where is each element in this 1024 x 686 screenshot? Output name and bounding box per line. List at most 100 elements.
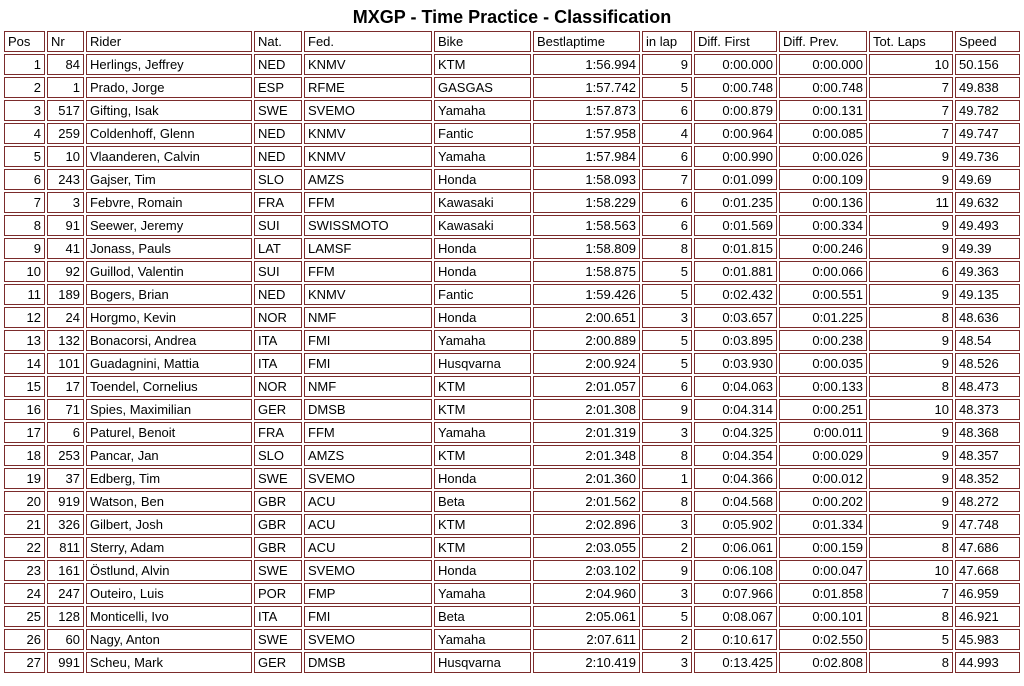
cell-pos: 3 xyxy=(4,100,45,121)
cell-nat: NED xyxy=(254,123,302,144)
cell-rider: Febvre, Romain xyxy=(86,192,252,213)
cell-bestlaptime: 2:10.419 xyxy=(533,652,640,673)
cell-fed: ACU xyxy=(304,491,432,512)
cell-tot-laps: 6 xyxy=(869,261,953,282)
cell-tot-laps: 10 xyxy=(869,560,953,581)
cell-bike: GASGAS xyxy=(434,77,531,98)
cell-pos: 9 xyxy=(4,238,45,259)
cell-bike: KTM xyxy=(434,514,531,535)
column-header-diff-first: Diff. First xyxy=(694,31,777,52)
cell-rider: Gifting, Isak xyxy=(86,100,252,121)
cell-nat: LAT xyxy=(254,238,302,259)
column-header-bike: Bike xyxy=(434,31,531,52)
table-row: 23 161 Östlund, Alvin SWE SVEMO Honda 2:03.102… xyxy=(4,560,1020,581)
cell-diff-first: 0:04.568 xyxy=(694,491,777,512)
table-row: 24 247 Outeiro, Luis POR FMP Yamaha 2:04.960 3 0… xyxy=(4,583,1020,604)
cell-rider: Coldenhoff, Glenn xyxy=(86,123,252,144)
cell-bestlaptime: 2:01.308 xyxy=(533,399,640,420)
cell-speed: 47.668 xyxy=(955,560,1020,581)
cell-fed: SVEMO xyxy=(304,468,432,489)
cell-speed: 48.636 xyxy=(955,307,1020,328)
cell-bike: Fantic xyxy=(434,284,531,305)
cell-bike: Honda xyxy=(434,238,531,259)
cell-diff-prev: 0:01.225 xyxy=(779,307,867,328)
cell-bike: Honda xyxy=(434,261,531,282)
cell-pos: 6 xyxy=(4,169,45,190)
cell-bestlaptime: 1:58.875 xyxy=(533,261,640,282)
table-row: 4 259 Coldenhoff, Glenn NED KNMV Fantic 1:57.9… xyxy=(4,123,1020,144)
cell-pos: 19 xyxy=(4,468,45,489)
cell-speed: 48.373 xyxy=(955,399,1020,420)
cell-nr: 247 xyxy=(47,583,84,604)
cell-nat: ESP xyxy=(254,77,302,98)
cell-bestlaptime: 2:01.319 xyxy=(533,422,640,443)
cell-nat: GBR xyxy=(254,514,302,535)
cell-tot-laps: 9 xyxy=(869,468,953,489)
cell-bike: Yamaha xyxy=(434,100,531,121)
cell-in-lap: 3 xyxy=(642,583,692,604)
cell-bestlaptime: 2:03.055 xyxy=(533,537,640,558)
cell-speed: 46.921 xyxy=(955,606,1020,627)
cell-bestlaptime: 2:01.057 xyxy=(533,376,640,397)
cell-diff-prev: 0:00.109 xyxy=(779,169,867,190)
cell-tot-laps: 9 xyxy=(869,330,953,351)
cell-bestlaptime: 2:04.960 xyxy=(533,583,640,604)
cell-rider: Sterry, Adam xyxy=(86,537,252,558)
table-row: 21 326 Gilbert, Josh GBR ACU KTM 2:02.896 3 0:05… xyxy=(4,514,1020,535)
cell-nat: FRA xyxy=(254,422,302,443)
cell-diff-first: 0:03.895 xyxy=(694,330,777,351)
cell-speed: 50.156 xyxy=(955,54,1020,75)
cell-bestlaptime: 1:56.994 xyxy=(533,54,640,75)
cell-bestlaptime: 2:00.889 xyxy=(533,330,640,351)
cell-diff-prev: 0:00.000 xyxy=(779,54,867,75)
cell-fed: SWISSMOTO xyxy=(304,215,432,236)
cell-pos: 26 xyxy=(4,629,45,650)
cell-pos: 7 xyxy=(4,192,45,213)
cell-diff-first: 0:13.425 xyxy=(694,652,777,673)
cell-in-lap: 5 xyxy=(642,330,692,351)
cell-nat: NED xyxy=(254,146,302,167)
cell-diff-first: 0:03.657 xyxy=(694,307,777,328)
cell-pos: 27 xyxy=(4,652,45,673)
cell-rider: Seewer, Jeremy xyxy=(86,215,252,236)
table-row: 20 919 Watson, Ben GBR ACU Beta 2:01.562 8 0:04.… xyxy=(4,491,1020,512)
cell-diff-first: 0:10.617 xyxy=(694,629,777,650)
table-row: 19 37 Edberg, Tim SWE SVEMO Honda 2:01.360 1 0:0… xyxy=(4,468,1020,489)
cell-diff-first: 0:00.964 xyxy=(694,123,777,144)
cell-nr: 128 xyxy=(47,606,84,627)
cell-nr: 811 xyxy=(47,537,84,558)
cell-nat: SUI xyxy=(254,215,302,236)
cell-nr: 6 xyxy=(47,422,84,443)
cell-rider: Pancar, Jan xyxy=(86,445,252,466)
cell-fed: AMZS xyxy=(304,169,432,190)
cell-tot-laps: 9 xyxy=(869,238,953,259)
column-header-pos: Pos xyxy=(4,31,45,52)
cell-in-lap: 6 xyxy=(642,376,692,397)
cell-pos: 8 xyxy=(4,215,45,236)
cell-in-lap: 5 xyxy=(642,77,692,98)
cell-bestlaptime: 2:01.348 xyxy=(533,445,640,466)
cell-in-lap: 6 xyxy=(642,215,692,236)
cell-fed: KNMV xyxy=(304,54,432,75)
cell-in-lap: 8 xyxy=(642,445,692,466)
cell-nr: 517 xyxy=(47,100,84,121)
cell-rider: Monticelli, Ivo xyxy=(86,606,252,627)
cell-in-lap: 6 xyxy=(642,100,692,121)
cell-bike: Yamaha xyxy=(434,146,531,167)
cell-diff-prev: 0:00.251 xyxy=(779,399,867,420)
cell-tot-laps: 9 xyxy=(869,284,953,305)
cell-pos: 13 xyxy=(4,330,45,351)
cell-fed: SVEMO xyxy=(304,629,432,650)
cell-nat: SLO xyxy=(254,445,302,466)
cell-nr: 91 xyxy=(47,215,84,236)
cell-bestlaptime: 1:59.426 xyxy=(533,284,640,305)
cell-bestlaptime: 2:00.651 xyxy=(533,307,640,328)
cell-tot-laps: 11 xyxy=(869,192,953,213)
cell-tot-laps: 10 xyxy=(869,399,953,420)
cell-fed: SVEMO xyxy=(304,100,432,121)
cell-bike: Kawasaki xyxy=(434,215,531,236)
cell-in-lap: 8 xyxy=(642,238,692,259)
cell-speed: 48.368 xyxy=(955,422,1020,443)
cell-fed: AMZS xyxy=(304,445,432,466)
cell-diff-first: 0:04.314 xyxy=(694,399,777,420)
